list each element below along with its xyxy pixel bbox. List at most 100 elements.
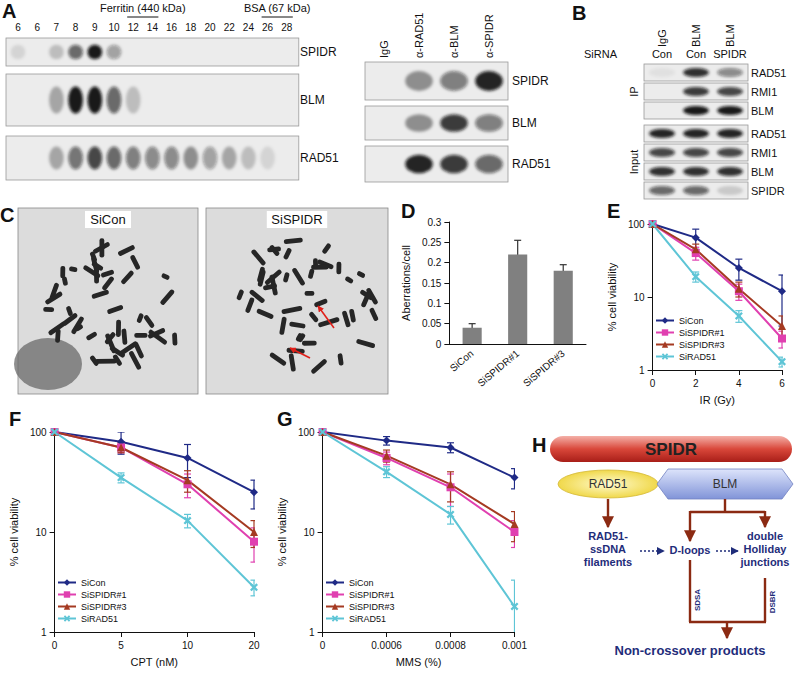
svg-text:MMS (%): MMS (%) bbox=[396, 656, 442, 668]
svg-text:10: 10 bbox=[108, 22, 120, 33]
svg-text:SiRAD51: SiRAD51 bbox=[679, 352, 716, 362]
svg-text:BLM: BLM bbox=[300, 93, 325, 107]
svg-text:10: 10 bbox=[303, 527, 315, 538]
svg-text:28: 28 bbox=[281, 22, 293, 33]
svg-text:junctions: junctions bbox=[740, 556, 790, 568]
svg-text:SiCon: SiCon bbox=[81, 578, 106, 588]
svg-text:% cell viability: % cell viability bbox=[8, 497, 20, 566]
svg-text:1: 1 bbox=[309, 627, 315, 638]
svg-text:0.0008: 0.0008 bbox=[435, 640, 466, 651]
svg-text:Non-crossover products: Non-crossover products bbox=[615, 643, 766, 658]
svg-text:0.2: 0.2 bbox=[427, 257, 441, 268]
svg-text:α-RAD51: α-RAD51 bbox=[413, 13, 425, 58]
svg-text:SPIDR: SPIDR bbox=[300, 45, 337, 59]
svg-text:D-loops: D-loops bbox=[670, 544, 711, 556]
svg-text:5: 5 bbox=[118, 640, 124, 651]
svg-text:1: 1 bbox=[639, 365, 645, 376]
svg-text:4: 4 bbox=[736, 378, 742, 389]
svg-text:SPIDR: SPIDR bbox=[512, 74, 549, 88]
svg-text:0.15: 0.15 bbox=[422, 278, 442, 289]
svg-text:100: 100 bbox=[30, 427, 47, 438]
svg-text:0: 0 bbox=[320, 640, 326, 651]
svg-text:Con: Con bbox=[686, 48, 706, 60]
svg-text:8: 8 bbox=[73, 22, 79, 33]
svg-text:SiCon: SiCon bbox=[349, 578, 374, 588]
svg-text:G: G bbox=[277, 408, 293, 430]
svg-text:SDSA: SDSA bbox=[693, 589, 702, 611]
svg-text:BLM: BLM bbox=[512, 116, 537, 130]
svg-text:0.25: 0.25 bbox=[422, 237, 442, 248]
svg-text:SiRAD51: SiRAD51 bbox=[81, 614, 118, 624]
svg-text:12: 12 bbox=[128, 22, 140, 33]
svg-text:16: 16 bbox=[166, 22, 178, 33]
svg-text:BLM: BLM bbox=[751, 166, 774, 178]
svg-text:SiCon: SiCon bbox=[679, 316, 704, 326]
svg-text:filaments: filaments bbox=[584, 556, 632, 568]
svg-text:10: 10 bbox=[182, 640, 194, 651]
svg-text:double: double bbox=[747, 530, 783, 542]
svg-text:2: 2 bbox=[693, 378, 699, 389]
svg-text:α-SPIDR: α-SPIDR bbox=[483, 14, 495, 58]
svg-text:Input: Input bbox=[628, 150, 640, 174]
svg-text:α-BLM: α-BLM bbox=[448, 25, 460, 58]
svg-text:24: 24 bbox=[243, 22, 255, 33]
svg-text:RAD51: RAD51 bbox=[300, 151, 339, 165]
svg-text:26: 26 bbox=[262, 22, 274, 33]
svg-text:SPIDR: SPIDR bbox=[751, 185, 785, 197]
svg-text:0: 0 bbox=[436, 339, 442, 350]
svg-text:DSBR: DSBR bbox=[768, 590, 777, 613]
svg-text:IgG: IgG bbox=[378, 40, 390, 58]
svg-text:14: 14 bbox=[147, 22, 159, 33]
svg-text:SiSPIDR#3: SiSPIDR#3 bbox=[81, 602, 127, 612]
svg-text:SiSPIDR: SiSPIDR bbox=[271, 212, 322, 227]
svg-text:D: D bbox=[401, 200, 415, 222]
svg-text:SiCon: SiCon bbox=[448, 348, 476, 374]
svg-text:A: A bbox=[2, 0, 16, 22]
svg-text:Ferritin (440 kDa): Ferritin (440 kDa) bbox=[100, 2, 186, 14]
svg-text:IR (Gy): IR (Gy) bbox=[700, 394, 735, 406]
svg-text:RAD51-: RAD51- bbox=[588, 530, 628, 542]
svg-text:CPT (nM): CPT (nM) bbox=[131, 656, 178, 668]
svg-text:0.1: 0.1 bbox=[427, 298, 441, 309]
svg-text:SiRNA: SiRNA bbox=[584, 48, 618, 60]
svg-text:SPIDR: SPIDR bbox=[645, 440, 697, 459]
svg-text:ssDNA: ssDNA bbox=[590, 543, 626, 555]
svg-text:SiSPIDR#3: SiSPIDR#3 bbox=[679, 340, 725, 350]
svg-text:SiSPIDR#1: SiSPIDR#1 bbox=[475, 348, 521, 389]
svg-text:Con: Con bbox=[652, 48, 672, 60]
svg-text:10: 10 bbox=[35, 527, 47, 538]
svg-text:10: 10 bbox=[633, 292, 645, 303]
svg-text:RAD51: RAD51 bbox=[751, 128, 786, 140]
svg-text:6: 6 bbox=[779, 378, 785, 389]
svg-text:IgG: IgG bbox=[656, 29, 668, 47]
svg-text:IP: IP bbox=[628, 86, 640, 96]
svg-text:0.001: 0.001 bbox=[502, 640, 527, 651]
svg-text:E: E bbox=[607, 200, 620, 222]
svg-text:B: B bbox=[572, 2, 586, 24]
svg-text:BLM: BLM bbox=[713, 477, 738, 491]
svg-text:6: 6 bbox=[34, 22, 40, 33]
svg-text:100: 100 bbox=[628, 219, 645, 230]
svg-text:BLM: BLM bbox=[724, 24, 736, 47]
svg-text:SiSPIDR#1: SiSPIDR#1 bbox=[81, 590, 127, 600]
svg-text:0.05: 0.05 bbox=[422, 318, 442, 329]
svg-text:18: 18 bbox=[185, 22, 197, 33]
svg-text:20: 20 bbox=[204, 22, 216, 33]
svg-text:SPIDR: SPIDR bbox=[713, 48, 747, 60]
svg-text:9: 9 bbox=[92, 22, 98, 33]
svg-text:RAD51: RAD51 bbox=[512, 157, 551, 171]
svg-text:0: 0 bbox=[52, 640, 58, 651]
svg-text:SiSPIDR#3: SiSPIDR#3 bbox=[349, 602, 395, 612]
svg-text:SiRAD51: SiRAD51 bbox=[349, 614, 386, 624]
svg-text:6: 6 bbox=[15, 22, 21, 33]
svg-text:0: 0 bbox=[650, 378, 656, 389]
svg-text:SiCon: SiCon bbox=[90, 212, 125, 227]
svg-text:BLM: BLM bbox=[690, 24, 702, 47]
svg-text:C: C bbox=[0, 204, 14, 226]
svg-text:20: 20 bbox=[248, 640, 260, 651]
svg-text:7: 7 bbox=[54, 22, 60, 33]
svg-text:BSA (67 kDa): BSA (67 kDa) bbox=[244, 2, 311, 14]
svg-text:1: 1 bbox=[41, 627, 47, 638]
svg-text:BLM: BLM bbox=[751, 105, 774, 117]
svg-text:F: F bbox=[9, 408, 21, 430]
